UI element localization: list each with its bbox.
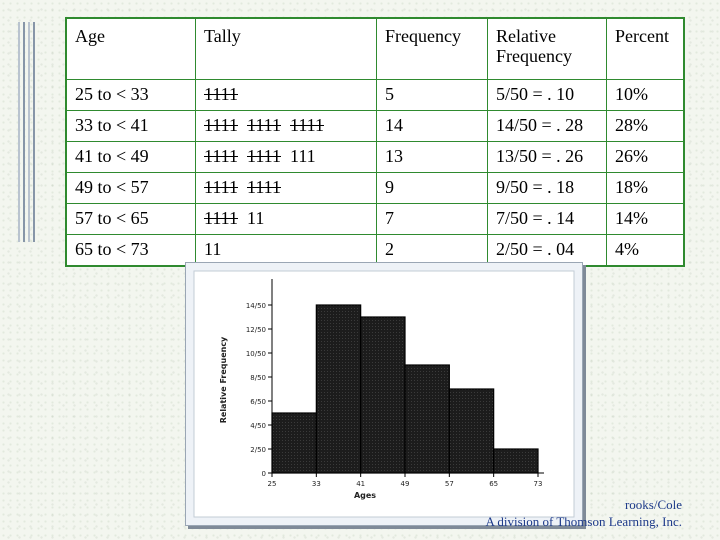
y-tick-label: 10/50 — [246, 350, 266, 358]
x-tick-label: 49 — [401, 480, 410, 488]
cell-percent: 10% — [606, 79, 685, 111]
histogram-bar — [315, 304, 362, 474]
x-tick-label: 33 — [312, 480, 321, 488]
tally-group: 1111 — [247, 115, 281, 135]
y-tick-label: 0 — [262, 470, 266, 478]
y-tick-label: 12/50 — [246, 326, 266, 334]
cell-age: 41 to < 49 — [65, 141, 196, 173]
header-age: Age — [65, 17, 196, 80]
copyright-line-1: rooks/Cole — [624, 497, 682, 512]
cell-tally: 1111 1111 111 — [195, 141, 377, 173]
histogram-bar — [271, 412, 317, 474]
table-header-row: Age Tally Frequency Relative Frequency P… — [65, 17, 685, 80]
header-relative-frequency: Relative Frequency — [487, 17, 607, 80]
cell-percent: 18% — [606, 172, 685, 204]
tally-group: 1111 — [204, 146, 238, 166]
cell-frequency: 9 — [376, 172, 488, 204]
histogram-bar — [360, 316, 406, 474]
copyright-line-2: A division of Thomson Learning, Inc. — [485, 514, 682, 529]
header-tally: Tally — [195, 17, 377, 80]
cell-tally: 1111 1111 1111 — [195, 110, 377, 142]
table-row: 41 to < 49 1111 1111 111 13 13/50 = . 26… — [65, 141, 685, 173]
left-decorative-stripes — [18, 22, 36, 242]
cell-relative-frequency: 13/50 = . 26 — [487, 141, 607, 173]
x-tick-label: 73 — [534, 480, 543, 488]
cell-percent: 14% — [606, 203, 685, 235]
x-tick-label: 57 — [445, 480, 454, 488]
histogram-chart: 0 2/50 4/50 6/50 8/50 10/50 12/50 14/50 25 33 41 49… — [185, 262, 583, 526]
x-tick-label: 41 — [356, 480, 365, 488]
tally-group: 111 — [290, 146, 316, 166]
cell-tally: 1111 11 — [195, 203, 377, 235]
cell-age: 65 to < 73 — [65, 234, 196, 267]
x-axis-label: Ages — [354, 491, 376, 500]
x-tick-label: 25 — [268, 480, 277, 488]
tally-group: 1111 — [204, 115, 238, 135]
table-row: 33 to < 41 1111 1111 1111 14 14/50 = . 2… — [65, 110, 685, 142]
tally-group: 11 — [204, 239, 222, 259]
cell-relative-frequency: 5/50 = . 10 — [487, 79, 607, 111]
frequency-table: Age Tally Frequency Relative Frequency P… — [65, 17, 685, 267]
cell-tally: 1111 1111 — [195, 172, 377, 204]
y-axis-label: Relative Frequency — [219, 336, 228, 423]
histogram-bar — [404, 364, 450, 474]
copyright-notice: rooks/Cole A division of Thomson Learnin… — [422, 496, 682, 530]
cell-frequency: 13 — [376, 141, 488, 173]
x-tick-label: 65 — [489, 480, 498, 488]
cell-percent: 26% — [606, 141, 685, 173]
cell-percent: 4% — [606, 234, 685, 267]
y-tick-label: 14/50 — [246, 302, 266, 310]
cell-frequency: 7 — [376, 203, 488, 235]
histogram-svg: 0 2/50 4/50 6/50 8/50 10/50 12/50 14/50 25 33 41 49… — [193, 270, 575, 518]
cell-age: 57 to < 65 — [65, 203, 196, 235]
y-tick-label: 2/50 — [250, 446, 266, 454]
cell-age: 33 to < 41 — [65, 110, 196, 142]
cell-relative-frequency: 7/50 = . 14 — [487, 203, 607, 235]
tally-group: 11 — [247, 208, 265, 228]
y-tick-label: 4/50 — [250, 422, 266, 430]
table-row: 49 to < 57 1111 1111 9 9/50 = . 18 18% — [65, 172, 685, 204]
tally-group: 1111 — [204, 84, 238, 104]
header-frequency: Frequency — [376, 17, 488, 80]
tally-group: 1111 — [247, 146, 281, 166]
table-row: 65 to < 73 11 2 2/50 = . 04 4% — [65, 234, 685, 267]
tally-group: 1111 — [204, 208, 238, 228]
cell-percent: 28% — [606, 110, 685, 142]
histogram-bar — [448, 388, 495, 474]
header-percent: Percent — [606, 17, 685, 80]
cell-tally: 1111 — [195, 79, 377, 111]
y-tick-label: 6/50 — [250, 398, 266, 406]
histogram-bar — [493, 448, 539, 474]
cell-age: 25 to < 33 — [65, 79, 196, 111]
cell-relative-frequency: 14/50 = . 28 — [487, 110, 607, 142]
cell-frequency: 14 — [376, 110, 488, 142]
cell-tally: 11 — [195, 234, 377, 267]
cell-frequency: 5 — [376, 79, 488, 111]
tally-group: 1111 — [290, 115, 324, 135]
cell-relative-frequency: 9/50 = . 18 — [487, 172, 607, 204]
table-row: 57 to < 65 1111 11 7 7/50 = . 14 14% — [65, 203, 685, 235]
y-tick-label: 8/50 — [250, 374, 266, 382]
tally-group: 1111 — [247, 177, 281, 197]
tally-group: 1111 — [204, 177, 238, 197]
table-row: 25 to < 33 1111 5 5/50 = . 10 10% — [65, 79, 685, 111]
cell-age: 49 to < 57 — [65, 172, 196, 204]
